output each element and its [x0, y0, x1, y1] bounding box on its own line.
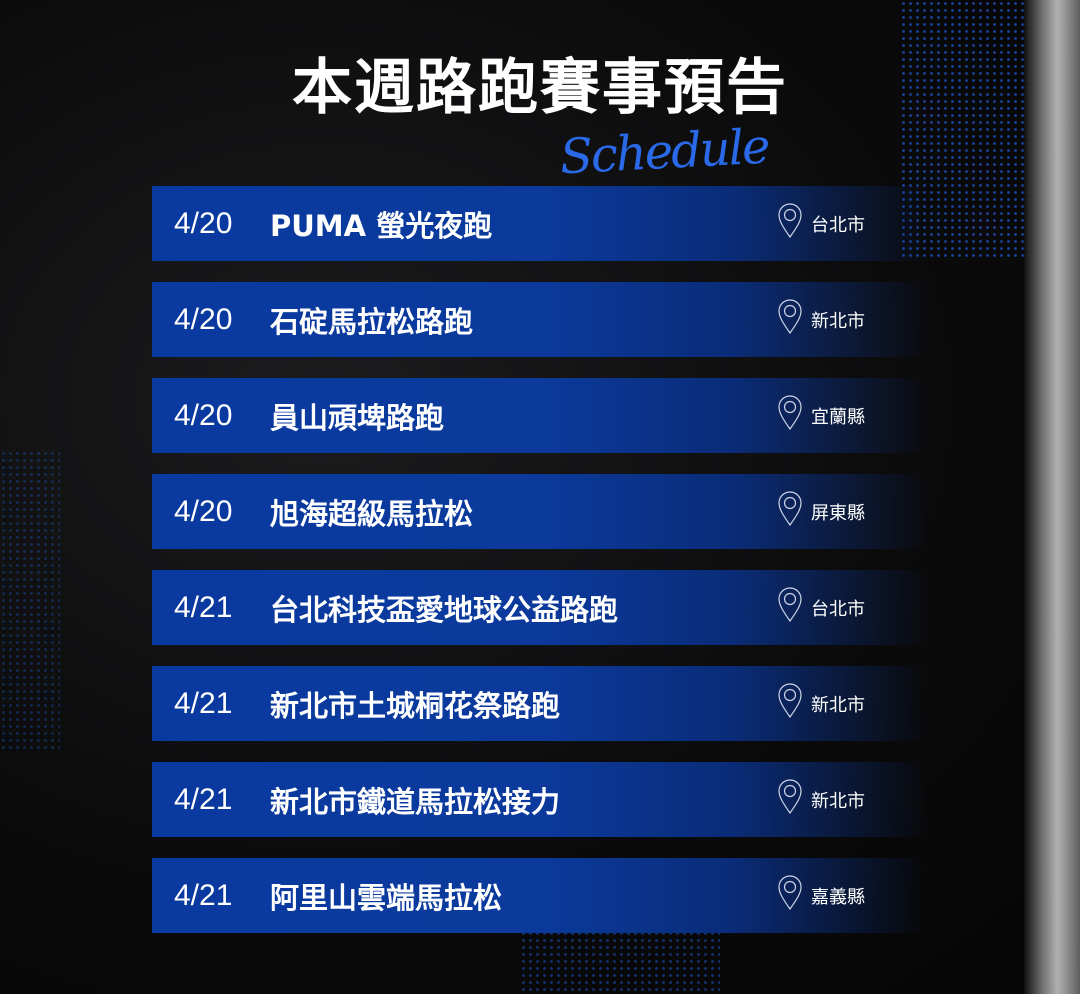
event-location: 新北市 — [777, 299, 927, 340]
event-location: 新北市 — [777, 779, 927, 820]
event-location: 新北市 — [777, 683, 927, 724]
page-title: 本週路跑賽事預告 — [292, 53, 788, 123]
map-pin-icon — [777, 683, 811, 724]
event-name: 新北市土城桐花祭路跑 — [270, 688, 561, 723]
event-date: 4/20 — [174, 398, 233, 432]
map-pin-icon — [777, 203, 811, 244]
event-date: 4/21 — [174, 590, 233, 624]
event-name: 阿里山雲端馬拉松 — [270, 880, 503, 915]
map-pin-icon — [777, 491, 811, 532]
halftone-dots-bottom — [520, 930, 720, 994]
map-pin-icon — [777, 875, 811, 916]
event-location: 嘉義縣 — [777, 875, 927, 916]
event-row: 4/21 阿里山雲端馬拉松 嘉義縣 — [152, 858, 927, 933]
event-name: 新北市鐵道馬拉松接力 — [270, 784, 561, 819]
event-date: 4/20 — [174, 206, 233, 240]
location-label: 嘉義縣 — [811, 886, 865, 908]
event-location: 台北市 — [777, 587, 927, 628]
event-name: PUMA 螢光夜跑 — [270, 208, 493, 243]
event-location: 宜蘭縣 — [777, 395, 927, 436]
event-date: 4/21 — [174, 782, 233, 816]
event-name: 員山頑埤路跑 — [270, 400, 445, 435]
map-pin-icon — [777, 779, 811, 820]
location-label: 新北市 — [811, 694, 865, 716]
halftone-dots-left — [0, 450, 60, 750]
script-subtitle: Schedule — [558, 118, 770, 186]
map-pin-icon — [777, 395, 811, 436]
event-row: 4/20 員山頑埤路跑 宜蘭縣 — [152, 378, 927, 453]
location-label: 宜蘭縣 — [811, 406, 865, 428]
event-name: 台北科技盃愛地球公益路跑 — [270, 592, 619, 627]
map-pin-icon — [777, 587, 811, 628]
event-name: 石碇馬拉松路跑 — [270, 304, 474, 339]
event-row: 4/20 PUMA 螢光夜跑 台北市 — [152, 186, 927, 261]
event-date: 4/21 — [174, 878, 233, 912]
location-label: 新北市 — [811, 310, 865, 332]
event-row: 4/21 新北市鐵道馬拉松接力 新北市 — [152, 762, 927, 837]
event-date: 4/20 — [174, 302, 233, 336]
location-label: 新北市 — [811, 790, 865, 812]
event-row: 4/21 台北科技盃愛地球公益路跑 台北市 — [152, 570, 927, 645]
event-location: 屏東縣 — [777, 491, 927, 532]
event-row: 4/21 新北市土城桐花祭路跑 新北市 — [152, 666, 927, 741]
event-row: 4/20 石碇馬拉松路跑 新北市 — [152, 282, 927, 357]
location-label: 台北市 — [811, 214, 865, 236]
location-label: 屏東縣 — [811, 502, 865, 524]
event-name: 旭海超級馬拉松 — [270, 496, 474, 531]
event-date: 4/20 — [174, 494, 233, 528]
event-location: 台北市 — [777, 203, 927, 244]
location-label: 台北市 — [811, 598, 865, 620]
map-pin-icon — [777, 299, 811, 340]
event-date: 4/21 — [174, 686, 233, 720]
torn-edge-decoration — [1024, 0, 1080, 994]
event-row: 4/20 旭海超級馬拉松 屏東縣 — [152, 474, 927, 549]
